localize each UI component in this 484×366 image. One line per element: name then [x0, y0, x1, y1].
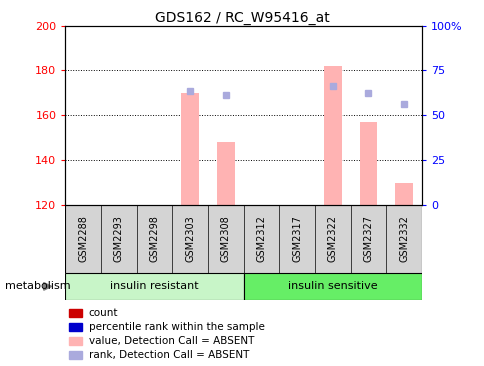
- Text: GDS162 / RC_W95416_at: GDS162 / RC_W95416_at: [155, 11, 329, 25]
- Text: percentile rank within the sample: percentile rank within the sample: [89, 322, 264, 332]
- Bar: [216, 142, 234, 205]
- Text: insulin resistant: insulin resistant: [110, 281, 198, 291]
- Bar: [243, 273, 421, 300]
- Bar: [69, 323, 81, 331]
- Text: GSM2327: GSM2327: [363, 215, 373, 262]
- Text: GSM2293: GSM2293: [114, 215, 124, 262]
- Text: GSM2308: GSM2308: [220, 215, 230, 262]
- Text: insulin sensitive: insulin sensitive: [287, 281, 377, 291]
- Bar: [69, 309, 81, 317]
- Bar: [394, 183, 412, 205]
- Text: GSM2312: GSM2312: [256, 215, 266, 262]
- Bar: [69, 351, 81, 359]
- Text: metabolism: metabolism: [5, 281, 70, 291]
- Bar: [323, 66, 341, 205]
- Bar: [359, 122, 377, 205]
- Text: GSM2303: GSM2303: [185, 215, 195, 262]
- Text: GSM2332: GSM2332: [398, 215, 408, 262]
- Text: count: count: [89, 308, 118, 318]
- Text: GSM2317: GSM2317: [291, 215, 302, 262]
- Bar: [69, 337, 81, 345]
- Text: GSM2298: GSM2298: [149, 215, 159, 262]
- Text: GSM2322: GSM2322: [327, 215, 337, 262]
- Text: GSM2288: GSM2288: [78, 215, 88, 262]
- Bar: [181, 93, 199, 205]
- Text: value, Detection Call = ABSENT: value, Detection Call = ABSENT: [89, 336, 254, 346]
- Text: rank, Detection Call = ABSENT: rank, Detection Call = ABSENT: [89, 350, 248, 360]
- Bar: [65, 273, 243, 300]
